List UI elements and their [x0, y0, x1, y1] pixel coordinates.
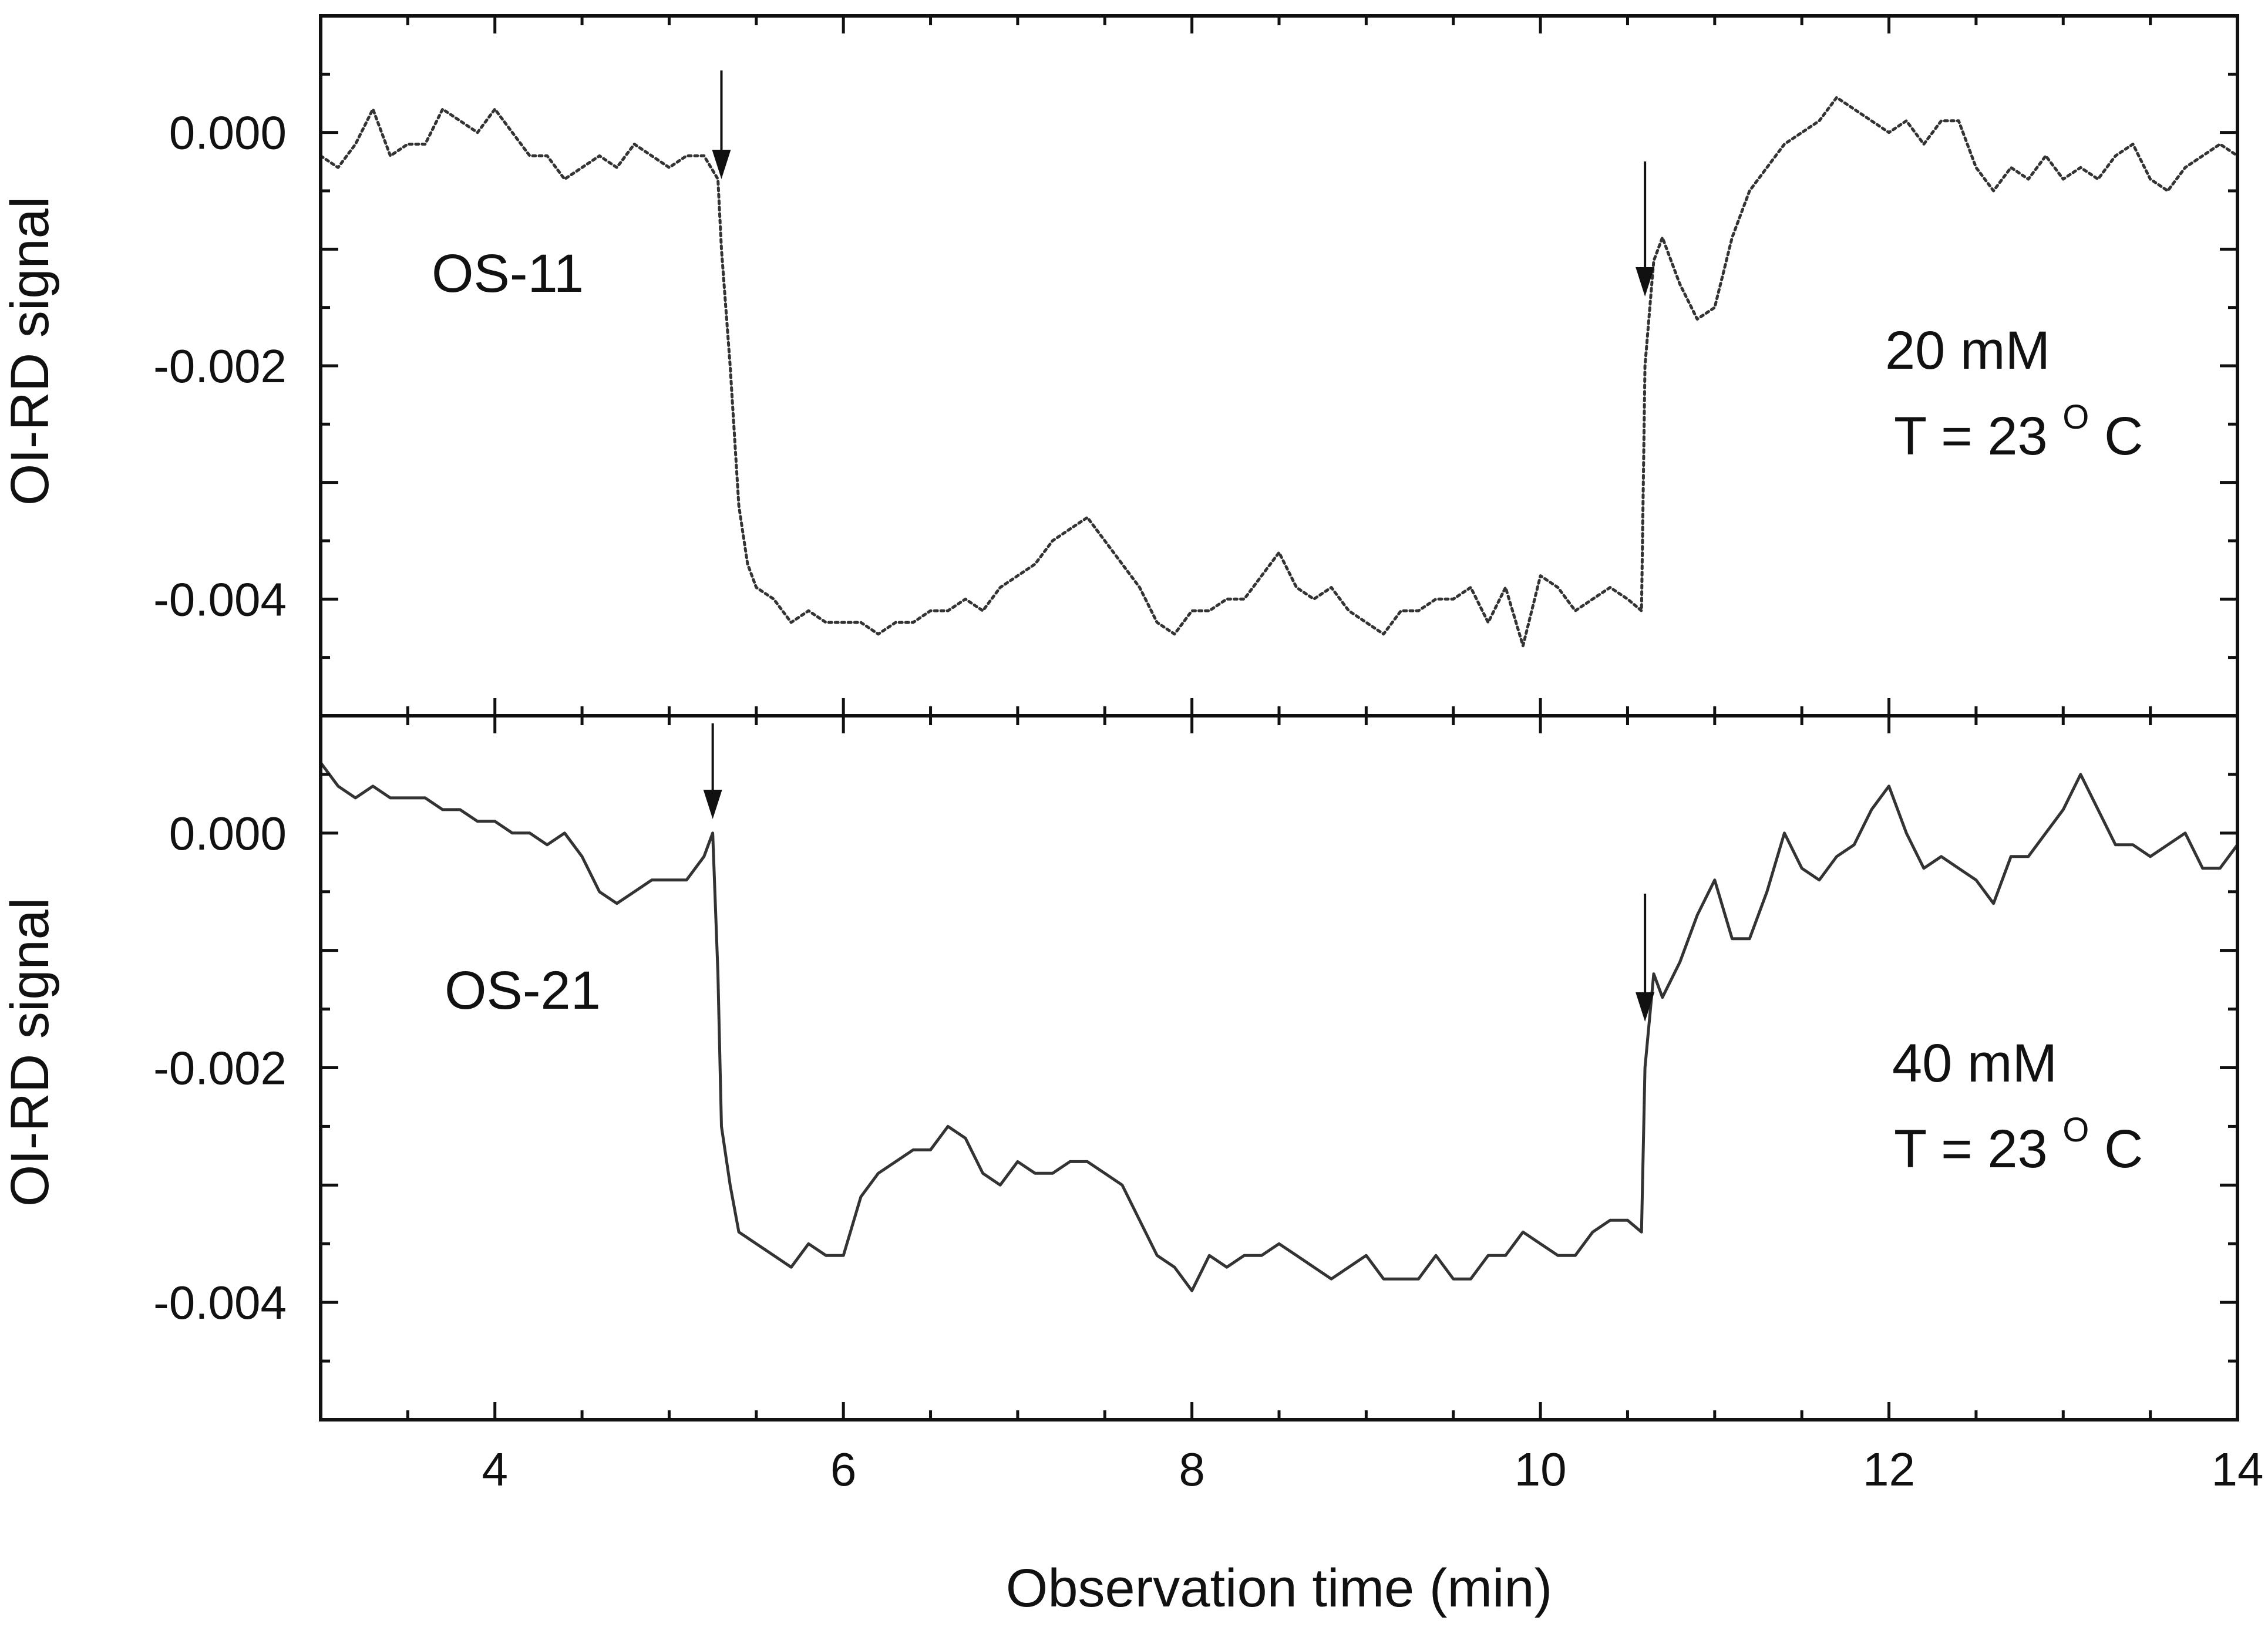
- bottom-panel-temperature-value: T = 23: [1894, 1119, 2048, 1179]
- bottom-panel-x-tick-labels: 4 6 8 10 12 14: [482, 1443, 2263, 1495]
- bottom-panel-arrow-marker-head: [1636, 992, 1655, 1022]
- bottom-panel-arrow-marker-head: [703, 790, 722, 819]
- top-panel-y-tick-labels: 0.000 -0.002 -0.004: [153, 107, 287, 626]
- bottom-panel-temperature-unit: C: [2104, 1119, 2143, 1179]
- bottom-panel-y-tick-label: 0.000: [169, 807, 287, 860]
- top-panel-y-tick-label: 0.000: [169, 107, 287, 159]
- top-panel-series-layer: [319, 96, 2239, 648]
- top-panel-temperature-value: T = 23: [1894, 406, 2048, 466]
- top-panel-temperature-label: T = 23 O C: [1894, 380, 2143, 466]
- top-panel-arrow-markers: [712, 70, 1655, 297]
- x-tick-label: 6: [830, 1443, 857, 1495]
- x-tick-label: 12: [1863, 1443, 1915, 1495]
- x-tick-label: 10: [1515, 1443, 1567, 1495]
- top-panel-y-tick-label: -0.002: [153, 340, 287, 392]
- bottom-panel-y-tick-label: -0.002: [153, 1042, 287, 1094]
- top-panel: 0.000 -0.002 -0.004 OI-RD signal OS-11 20 …: [0, 14, 2239, 718]
- x-tick-label: 4: [482, 1443, 508, 1495]
- top-panel-arrow-marker-head: [1636, 267, 1655, 297]
- bottom-panel-concentration-label: 40 mM: [1892, 1033, 2057, 1093]
- top-panel-sample-label: OS-11: [432, 244, 584, 304]
- plot-frame: [319, 14, 2239, 1421]
- bottom-panel-y-tick-label: -0.004: [153, 1276, 287, 1329]
- bottom-panel-y-tick-labels: 0.000 -0.002 -0.004: [153, 807, 287, 1329]
- bottom-panel-sample-label: OS-21: [445, 961, 601, 1020]
- x-axis-label: Observation time (min): [1006, 1558, 1552, 1618]
- top-panel-arrow-marker-head: [712, 150, 731, 179]
- bottom-panel: 0.000 -0.002 -0.004 4 6 8 10 12 14 OI-RD signal…: [0, 714, 2263, 1495]
- x-tick-label: 14: [2212, 1443, 2264, 1495]
- bottom-panel-y-axis-label: OI-RD signal: [0, 898, 60, 1207]
- top-panel-y-tick-label: -0.004: [153, 573, 287, 625]
- bottom-panel-degree-symbol: O: [2062, 1111, 2089, 1149]
- top-panel-series-line: [319, 96, 2239, 648]
- x-tick-label: 8: [1179, 1443, 1205, 1495]
- top-panel-degree-symbol: O: [2062, 398, 2089, 436]
- bottom-panel-temperature-label: T = 23 O C: [1894, 1093, 2143, 1179]
- top-panel-temperature-unit: C: [2104, 406, 2143, 466]
- bottom-panel-series-line: [319, 761, 2239, 1292]
- bottom-panel-series-layer: [319, 761, 2239, 1292]
- top-panel-concentration-label: 20 mM: [1885, 321, 2050, 380]
- bottom-panel-arrow-markers: [703, 723, 1655, 1022]
- top-panel-y-axis-label: OI-RD signal: [0, 197, 60, 506]
